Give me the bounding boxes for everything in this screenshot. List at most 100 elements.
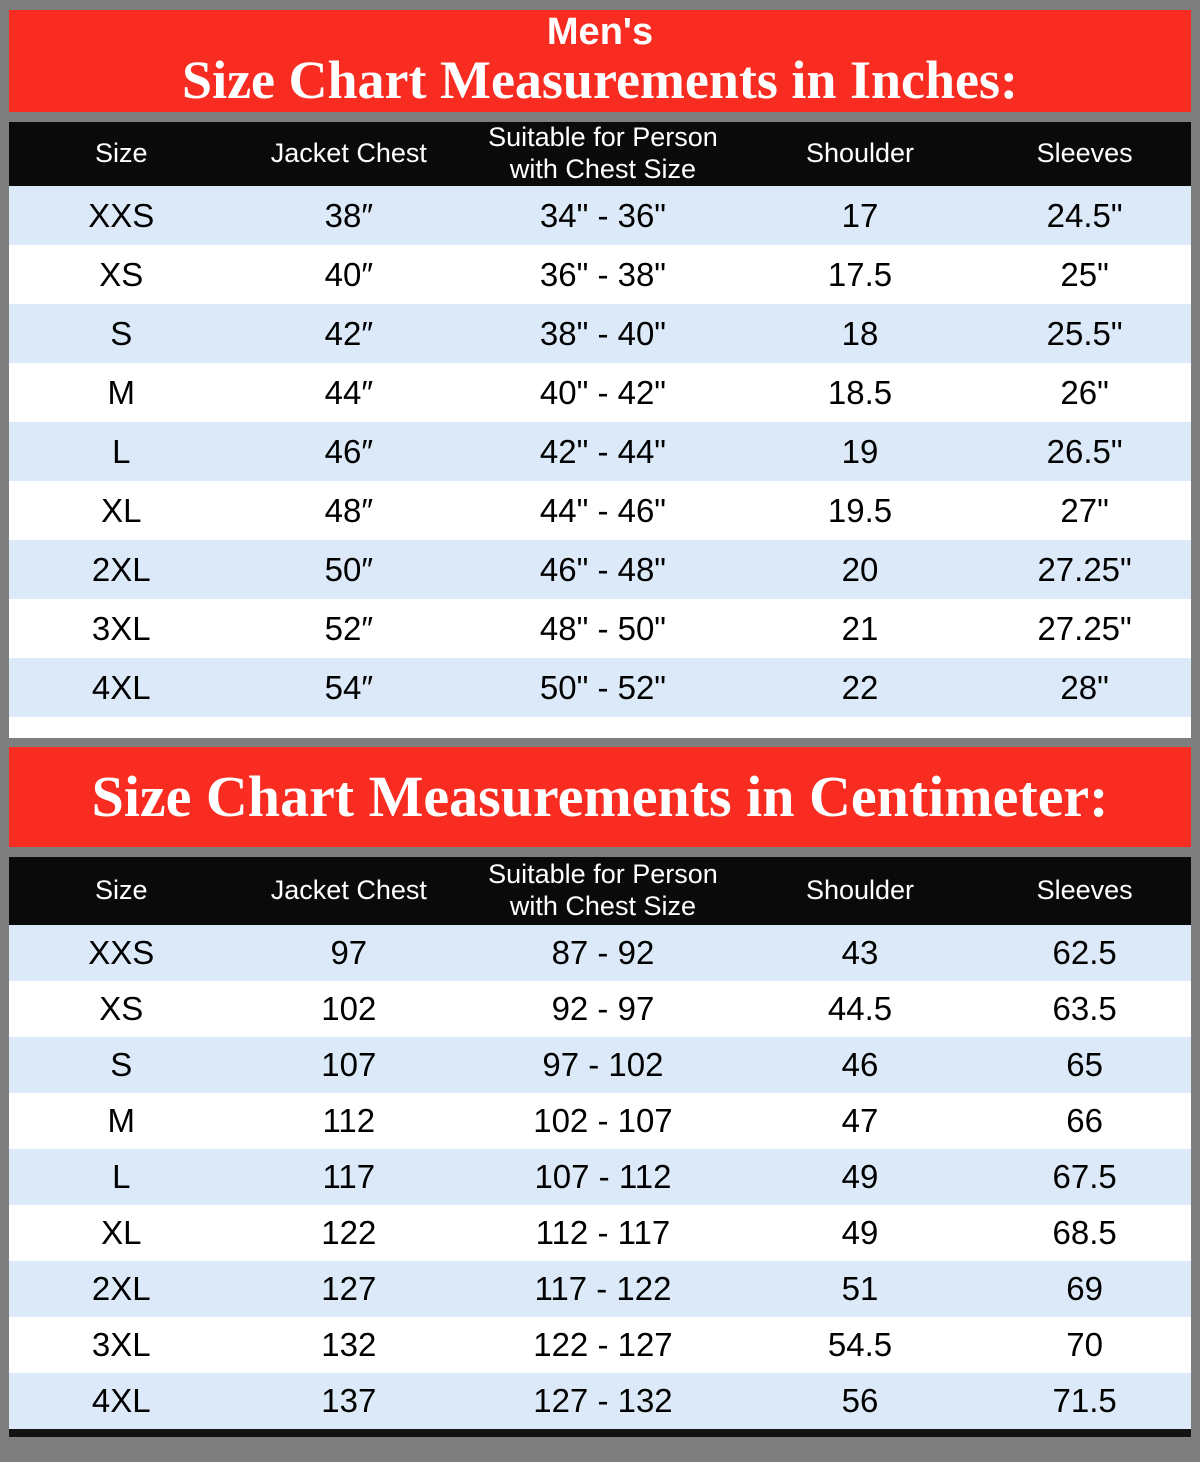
cell-jacket-chest: 46″ [324, 432, 374, 470]
cell-chest-range: 117 - 122 [534, 1270, 672, 1307]
column-header-sleeves: Sleeves [1036, 875, 1133, 906]
cell-jacket-chest: 122 [321, 1214, 377, 1251]
table-row: M 112 102 - 107 47 66 [9, 1093, 1191, 1149]
cell-size: 2XL [91, 550, 151, 588]
cell-chest-range: 36" - 38" [539, 255, 667, 293]
table-row: XXS 38″ 34" - 36" 17 24.5" [9, 186, 1191, 245]
cell-sleeves: 25.5" [1046, 314, 1123, 352]
cell-size: 3XL [91, 1326, 151, 1363]
cell-sleeves: 67.5 [1052, 1158, 1117, 1195]
table-header-row: Size Jacket Chest Suitable for Person wi… [9, 122, 1191, 186]
cell-size: S [110, 314, 133, 352]
column-header-chest-range: Suitable for Person with Chest Size [488, 122, 718, 184]
size-table-inches: Size Jacket Chest Suitable for Person wi… [9, 122, 1191, 717]
cell-shoulder: 49 [841, 1158, 879, 1195]
table-row: 4XL 54″ 50" - 52" 22 28" [9, 658, 1191, 717]
cell-size: S [110, 1046, 133, 1083]
cell-chest-range: 44" - 46" [539, 491, 667, 529]
cell-chest-range: 34" - 36" [539, 196, 667, 234]
cell-sleeves: 25" [1060, 255, 1109, 293]
cell-sleeves: 71.5 [1052, 1382, 1117, 1419]
cell-jacket-chest: 97 [330, 934, 368, 971]
cell-sleeves: 28" [1060, 668, 1109, 706]
cell-sleeves: 65 [1066, 1046, 1103, 1083]
cell-shoulder: 51 [841, 1270, 879, 1307]
cell-jacket-chest: 44″ [324, 373, 374, 411]
cell-size: M [107, 1102, 136, 1139]
cell-jacket-chest: 52″ [324, 609, 374, 647]
cell-shoulder: 22 [841, 668, 879, 706]
cell-chest-range: 92 - 97 [551, 990, 655, 1027]
cell-shoulder: 20 [841, 550, 879, 588]
cell-chest-range: 42" - 44" [539, 432, 667, 470]
cell-chest-range: 50" - 52" [539, 668, 667, 706]
cell-shoulder: 47 [841, 1102, 879, 1139]
banner-centimeter-title: Size Chart Measurements in Centimeter: [91, 764, 1109, 829]
cell-sleeves: 69 [1066, 1270, 1103, 1307]
cell-jacket-chest: 50″ [324, 550, 374, 588]
table-row: L 46″ 42" - 44" 19 26.5" [9, 422, 1191, 481]
cell-jacket-chest: 102 [321, 990, 377, 1027]
cell-sleeves: 63.5 [1052, 990, 1117, 1027]
cell-size: 2XL [91, 1270, 151, 1307]
banner-centimeter: Size Chart Measurements in Centimeter: [9, 747, 1191, 847]
cell-shoulder: 17 [841, 196, 879, 234]
cell-jacket-chest: 112 [322, 1102, 376, 1139]
column-header-jacket-chest: Jacket Chest [270, 875, 427, 906]
cell-jacket-chest: 42″ [324, 314, 374, 352]
table-row: 3XL 132 122 - 127 54.5 70 [9, 1317, 1191, 1373]
table-header-row: Size Jacket Chest Suitable for Person wi… [9, 857, 1191, 925]
cell-size: XL [101, 1214, 142, 1251]
cell-chest-range: 46" - 48" [539, 550, 667, 588]
table-row: XS 40″ 36" - 38" 17.5 25" [9, 245, 1191, 304]
table-row: XXS 97 87 - 92 43 62.5 [9, 925, 1191, 981]
cell-sleeves: 70 [1066, 1326, 1103, 1363]
column-header-shoulder: Shoulder [805, 875, 915, 906]
cell-chest-range: 38" - 40" [539, 314, 667, 352]
column-header-jacket-chest: Jacket Chest [270, 138, 427, 169]
cell-sleeves: 26.5" [1046, 432, 1123, 470]
cell-chest-range: 107 - 112 [534, 1158, 672, 1195]
banner-category-label: Men's [546, 11, 654, 53]
cell-size: 4XL [91, 668, 151, 706]
cell-jacket-chest: 40″ [324, 255, 374, 293]
cell-shoulder: 19 [841, 432, 879, 470]
cell-sleeves: 27.25" [1037, 550, 1132, 588]
cell-size: L [112, 1158, 131, 1195]
column-header-chest-range: Suitable for Person with Chest Size [488, 859, 718, 921]
cell-shoulder: 18.5 [827, 373, 893, 411]
cell-shoulder: 46 [841, 1046, 879, 1083]
cell-chest-range: 87 - 92 [551, 934, 655, 971]
cell-sleeves: 62.5 [1052, 934, 1117, 971]
cell-chest-range: 97 - 102 [542, 1046, 664, 1083]
cell-size: XS [99, 990, 144, 1027]
cell-shoulder: 56 [841, 1382, 879, 1419]
cell-shoulder: 19.5 [827, 491, 893, 529]
table-row: XS 102 92 - 97 44.5 63.5 [9, 981, 1191, 1037]
column-header-size: Size [95, 138, 148, 169]
cell-sleeves: 66 [1066, 1102, 1103, 1139]
cell-jacket-chest: 107 [321, 1046, 377, 1083]
table-row: M 44″ 40" - 42" 18.5 26" [9, 363, 1191, 422]
cell-chest-range: 127 - 132 [533, 1382, 673, 1419]
column-header-shoulder: Shoulder [805, 138, 915, 169]
cell-size: L [112, 432, 131, 470]
banner-inches: Men's Size Chart Measurements in Inches: [9, 10, 1191, 112]
size-table-centimeter: Size Jacket Chest Suitable for Person wi… [9, 857, 1191, 1429]
table-row: 3XL 52″ 48" - 50" 21 27.25" [9, 599, 1191, 658]
cell-shoulder: 43 [841, 934, 879, 971]
bottom-border-bar [9, 1429, 1191, 1437]
table-row: XL 48″ 44" - 46" 19.5 27" [9, 481, 1191, 540]
cell-chest-range: 40" - 42" [539, 373, 667, 411]
cell-chest-range: 122 - 127 [533, 1326, 673, 1363]
cell-chest-range: 112 - 117 [535, 1214, 671, 1251]
table-inches-footer-strip [9, 717, 1191, 738]
cell-shoulder: 44.5 [827, 990, 893, 1027]
cell-size: 3XL [91, 609, 151, 647]
cell-size: XL [101, 491, 142, 529]
cell-shoulder: 21 [841, 609, 879, 647]
column-header-sleeves: Sleeves [1036, 138, 1133, 169]
cell-shoulder: 17.5 [827, 255, 893, 293]
cell-jacket-chest: 38″ [324, 196, 374, 234]
cell-jacket-chest: 127 [321, 1270, 377, 1307]
